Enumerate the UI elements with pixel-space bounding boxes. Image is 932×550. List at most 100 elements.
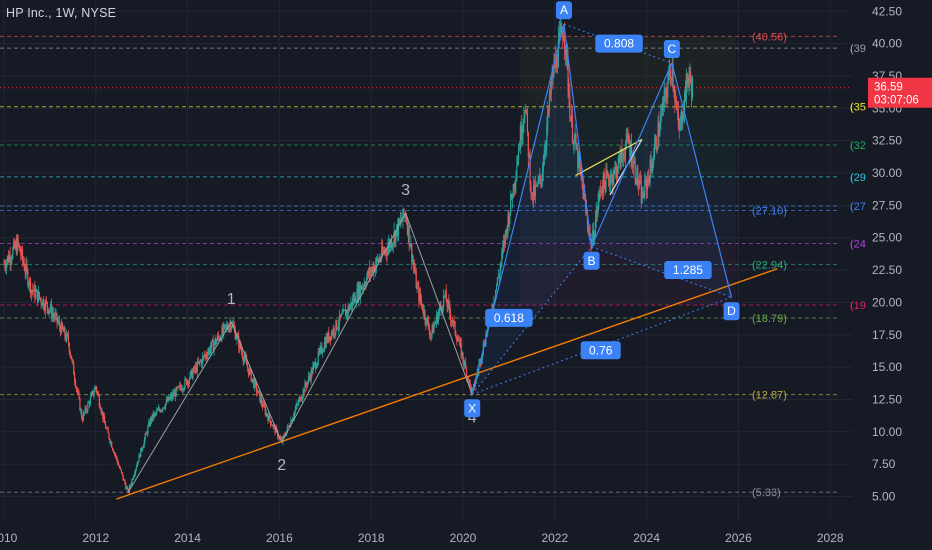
candle-body	[442, 295, 445, 309]
candle-body	[217, 335, 220, 338]
point-tag-c[interactable]	[663, 40, 680, 59]
fib-scale-label: (27	[850, 201, 866, 213]
candle-body	[258, 390, 260, 393]
candle-body	[201, 360, 203, 365]
candle-body	[4, 263, 6, 267]
candle-body	[540, 180, 543, 182]
candle-body	[111, 442, 113, 448]
candle-body	[103, 416, 105, 420]
candle-body	[69, 352, 71, 356]
candle-body	[359, 284, 361, 298]
time-tick-label: 2028	[817, 531, 844, 545]
fib-level-label: (27.10)	[752, 206, 787, 218]
candle-body	[597, 202, 599, 213]
wave-label-4: 4	[468, 409, 477, 426]
candle-body	[652, 163, 654, 171]
candle-body	[150, 417, 153, 421]
candle-body	[171, 393, 174, 399]
wedge-upper-line[interactable]	[575, 138, 643, 177]
candle-body	[631, 166, 634, 168]
candle-body	[230, 323, 232, 329]
candle-body	[242, 357, 244, 362]
candle-body	[34, 286, 36, 299]
candle-body	[668, 69, 670, 84]
candle-body	[535, 184, 537, 186]
candle-body	[654, 137, 657, 145]
candle-body	[16, 238, 18, 254]
candle-body	[557, 40, 559, 68]
candle-body	[21, 249, 23, 256]
ratio-badge[interactable]	[664, 261, 712, 280]
candle-body	[627, 135, 629, 140]
candle-body	[648, 178, 650, 184]
candle-body	[6, 255, 9, 262]
candle-body	[156, 410, 159, 412]
price-tick-label: 40.00	[872, 37, 902, 51]
candle-body	[645, 179, 647, 181]
candle-body	[457, 340, 460, 342]
candle-body	[158, 408, 160, 411]
candle-body	[126, 487, 128, 489]
candle-body	[189, 372, 191, 380]
harmonic-leg-BC[interactable]	[590, 62, 673, 247]
candle-body	[307, 376, 310, 382]
candle-body	[570, 117, 572, 122]
harmonic-ratio-line	[471, 246, 592, 395]
ratio-badge[interactable]	[485, 308, 533, 327]
candle-body	[636, 167, 638, 184]
candle-body	[107, 428, 109, 434]
candle-body	[401, 220, 403, 222]
candle-body	[13, 241, 15, 249]
candle-body	[392, 241, 394, 245]
ratio-badge[interactable]	[595, 34, 643, 53]
candle-body	[51, 304, 53, 318]
candle-body	[183, 387, 185, 390]
harmonic-leg-XA[interactable]	[471, 24, 565, 395]
point-tag-x[interactable]	[464, 399, 481, 418]
candle-body	[217, 335, 219, 341]
candle-body	[449, 304, 451, 314]
candle-body	[364, 283, 366, 285]
candle-body	[91, 391, 93, 394]
candle-body	[611, 174, 613, 185]
candle-body	[121, 472, 123, 475]
candle-body	[269, 420, 272, 425]
candle-body	[683, 91, 686, 112]
elliott-wave-line[interactable]	[127, 211, 473, 493]
candle-body	[184, 378, 186, 388]
ratio-badge[interactable]	[580, 341, 621, 360]
candle-body	[295, 404, 297, 410]
point-tag-d[interactable]	[723, 302, 740, 321]
harmonic-leg-CD[interactable]	[671, 62, 733, 298]
harmonic-leg-AB[interactable]	[563, 24, 593, 247]
price-tick-label: 7.50	[872, 457, 896, 471]
candle-body	[8, 255, 10, 262]
candle-body	[102, 411, 104, 420]
candle-body	[326, 336, 328, 342]
point-tag-a[interactable]	[555, 1, 572, 20]
candle-body	[352, 298, 355, 302]
candle-body	[427, 317, 429, 321]
candle-body	[200, 360, 202, 362]
candle-body	[162, 407, 164, 410]
candle-body	[290, 420, 292, 427]
time-scale[interactable]	[0, 522, 932, 550]
support-trendline[interactable]	[116, 268, 778, 500]
candle-body	[314, 362, 317, 369]
candle-body	[541, 171, 544, 182]
candle-body	[523, 118, 525, 122]
point-tag-b[interactable]	[583, 251, 600, 270]
candle-body	[548, 91, 551, 110]
candle-body	[70, 355, 72, 360]
candle-body	[412, 260, 415, 267]
candle-body	[176, 387, 178, 389]
candle-body	[211, 339, 213, 342]
candle-body	[115, 455, 117, 457]
candle-body	[3, 263, 5, 265]
candle-body	[337, 325, 340, 329]
candle-body	[307, 381, 309, 387]
candle-body	[312, 366, 314, 374]
candle-body	[602, 172, 604, 194]
